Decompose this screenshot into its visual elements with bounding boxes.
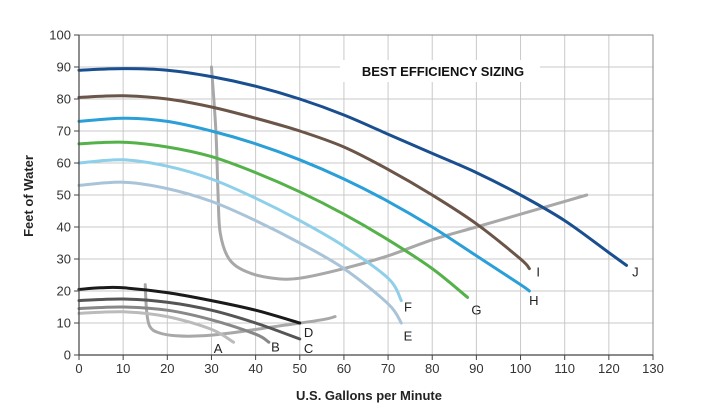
y-tick-label: 20 bbox=[57, 284, 71, 299]
x-tick-label: 120 bbox=[598, 361, 620, 376]
x-tick-label: 0 bbox=[75, 361, 82, 376]
curve-label-h: H bbox=[529, 293, 538, 308]
y-tick-label: 40 bbox=[57, 220, 71, 235]
pump-curve-j bbox=[77, 67, 629, 267]
pump-curve-g bbox=[77, 140, 470, 299]
pump-curves bbox=[77, 67, 629, 344]
curve-label-b: B bbox=[271, 340, 280, 355]
x-tick-label: 30 bbox=[204, 361, 218, 376]
grid bbox=[78, 34, 654, 356]
pump-curve-h bbox=[77, 116, 531, 293]
y-tick-label: 80 bbox=[57, 92, 71, 107]
pump-curve-b bbox=[77, 305, 271, 344]
y-tick-label: 60 bbox=[57, 156, 71, 171]
system-curves bbox=[143, 65, 589, 338]
x-tick-label: 60 bbox=[337, 361, 351, 376]
y-axis-title: Feet of Water bbox=[21, 155, 36, 237]
x-tick-label: 80 bbox=[425, 361, 439, 376]
y-tick-label: 50 bbox=[57, 188, 71, 203]
x-tick-label: 40 bbox=[248, 361, 262, 376]
y-tick-label: 30 bbox=[57, 252, 71, 267]
pump-curve-c bbox=[77, 297, 302, 341]
pump-curve-i bbox=[77, 94, 531, 271]
pump-curve-e bbox=[77, 180, 403, 325]
y-tick-label: 10 bbox=[57, 316, 71, 331]
system-curve bbox=[209, 65, 589, 281]
y-tick-label: 90 bbox=[57, 60, 71, 75]
axes: 0 10 20 30 40 50 60 70 80 90 100 110 120 130 0 10 20 30 40… bbox=[49, 28, 664, 377]
pump-curve-a bbox=[77, 310, 236, 344]
system-curve bbox=[143, 283, 337, 338]
curve-label-i: I bbox=[536, 264, 540, 279]
y-tick-label: 100 bbox=[49, 28, 71, 43]
x-tick-label: 130 bbox=[642, 361, 664, 376]
x-tick-label: 50 bbox=[293, 361, 307, 376]
x-tick-label: 20 bbox=[160, 361, 174, 376]
curve-labels: J IH G FE DC B A bbox=[214, 264, 639, 356]
chart-title: BEST EFFICIENCY SIZING bbox=[362, 64, 524, 79]
curve-label-f: F bbox=[404, 300, 412, 315]
curve-label-j: J bbox=[632, 264, 639, 279]
pump-curve-d bbox=[77, 285, 302, 325]
x-tick-label: 70 bbox=[381, 361, 395, 376]
x-tick-label: 90 bbox=[469, 361, 483, 376]
y-tick-label: 0 bbox=[64, 348, 71, 363]
curve-label-e: E bbox=[404, 328, 413, 343]
chart-title-background bbox=[340, 60, 540, 82]
curve-label-d: D bbox=[304, 325, 313, 340]
pump-curve-f bbox=[77, 158, 403, 303]
curve-label-g: G bbox=[471, 303, 481, 318]
x-tick-label: 100 bbox=[510, 361, 532, 376]
curve-label-c: C bbox=[304, 341, 313, 356]
y-tick-label: 70 bbox=[57, 124, 71, 139]
x-axis-title: U.S. Gallons per Minute bbox=[296, 388, 442, 403]
x-tick-label: 10 bbox=[116, 361, 130, 376]
curve-label-a: A bbox=[214, 341, 223, 356]
x-tick-label: 110 bbox=[554, 361, 575, 376]
